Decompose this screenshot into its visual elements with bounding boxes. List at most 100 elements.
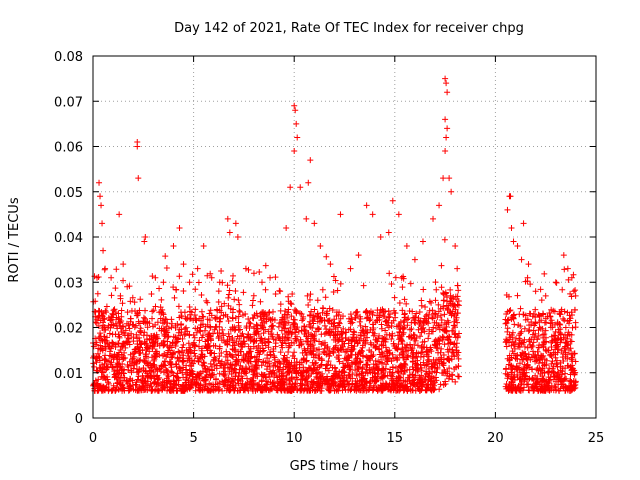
roti-point <box>505 316 512 323</box>
roti-point <box>246 319 253 326</box>
roti-point <box>100 387 107 394</box>
roti-point <box>357 313 364 320</box>
roti-point <box>348 338 355 345</box>
roti-point <box>199 351 206 358</box>
roti-point <box>386 313 393 320</box>
roti-point <box>192 381 199 388</box>
roti-point <box>336 358 343 365</box>
roti-point <box>229 315 236 322</box>
roti-point-peak <box>176 224 183 231</box>
roti-point <box>164 338 171 345</box>
roti-point <box>94 355 101 362</box>
roti-point <box>181 325 188 332</box>
roti-point <box>542 334 549 341</box>
roti-point <box>421 362 428 369</box>
roti-point <box>173 339 180 346</box>
roti-point <box>115 310 122 317</box>
roti-point <box>552 328 559 335</box>
roti-point <box>309 359 316 366</box>
roti-point <box>195 279 202 286</box>
roti-point <box>319 286 326 293</box>
roti-point <box>339 313 346 320</box>
roti-point <box>144 319 151 326</box>
roti-point <box>325 358 332 365</box>
roti-point-peak <box>442 148 449 155</box>
roti-point <box>307 323 314 330</box>
roti-point <box>239 312 246 319</box>
roti-point <box>440 291 447 298</box>
roti-point <box>330 273 337 280</box>
roti-point-peak <box>532 288 539 295</box>
roti-point <box>525 387 532 394</box>
roti-point <box>152 321 159 328</box>
roti-point <box>284 386 291 393</box>
roti-point <box>301 323 308 330</box>
roti-point <box>383 357 390 364</box>
roti-point <box>232 361 239 368</box>
roti-point <box>280 355 287 362</box>
roti-point <box>105 324 112 331</box>
roti-point <box>136 344 143 351</box>
roti-point <box>287 324 294 331</box>
roti-point-peak <box>108 274 115 281</box>
roti-point <box>435 349 442 356</box>
roti-point <box>372 361 379 368</box>
roti-point <box>362 340 369 347</box>
roti-point <box>331 316 338 323</box>
roti-point <box>334 287 341 294</box>
roti-point <box>117 381 124 388</box>
roti-point <box>207 324 214 331</box>
roti-point <box>172 343 179 350</box>
roti-point <box>324 365 331 372</box>
roti-point <box>172 361 179 368</box>
roti-point <box>347 311 354 318</box>
roti-point <box>443 294 450 301</box>
roti-point <box>221 361 228 368</box>
roti-point <box>441 311 448 318</box>
roti-point <box>414 342 421 349</box>
roti-point <box>564 309 571 316</box>
roti-point-peak <box>444 125 451 132</box>
roti-point <box>401 360 408 367</box>
roti-point <box>522 312 529 319</box>
roti-point <box>319 340 326 347</box>
roti-point <box>306 365 313 372</box>
roti-point <box>454 319 461 326</box>
roti-point <box>390 307 397 314</box>
roti-point <box>525 376 532 383</box>
roti-point <box>199 387 206 394</box>
roti-point <box>398 337 405 344</box>
roti-point <box>192 353 199 360</box>
roti-point <box>267 316 274 323</box>
roti-point <box>148 291 155 298</box>
roti-point <box>374 338 381 345</box>
roti-point <box>292 306 299 313</box>
roti-point <box>186 331 193 338</box>
roti-point-peak <box>120 261 127 268</box>
roti-point-peak <box>369 211 376 218</box>
roti-point <box>502 339 509 346</box>
roti-point <box>386 350 393 357</box>
roti-point <box>571 306 578 313</box>
roti-point <box>141 340 148 347</box>
roti-point <box>216 307 223 314</box>
roti-point-peak <box>570 288 577 295</box>
roti-point <box>340 346 347 353</box>
roti-point <box>375 371 382 378</box>
roti-point <box>96 364 103 371</box>
y-tick-label: 0.04 <box>54 231 83 246</box>
roti-point <box>355 365 362 372</box>
roti-point <box>431 319 438 326</box>
roti-point-peak <box>446 175 453 182</box>
roti-point <box>268 331 275 338</box>
roti-point <box>526 336 533 343</box>
roti-point <box>403 386 410 393</box>
roti-point <box>137 385 144 392</box>
roti-point <box>330 373 337 380</box>
roti-point <box>515 343 522 350</box>
roti-point <box>204 316 211 323</box>
roti-point <box>288 313 295 320</box>
roti-point <box>166 387 173 394</box>
roti-point <box>447 300 454 307</box>
roti-point <box>183 381 190 388</box>
